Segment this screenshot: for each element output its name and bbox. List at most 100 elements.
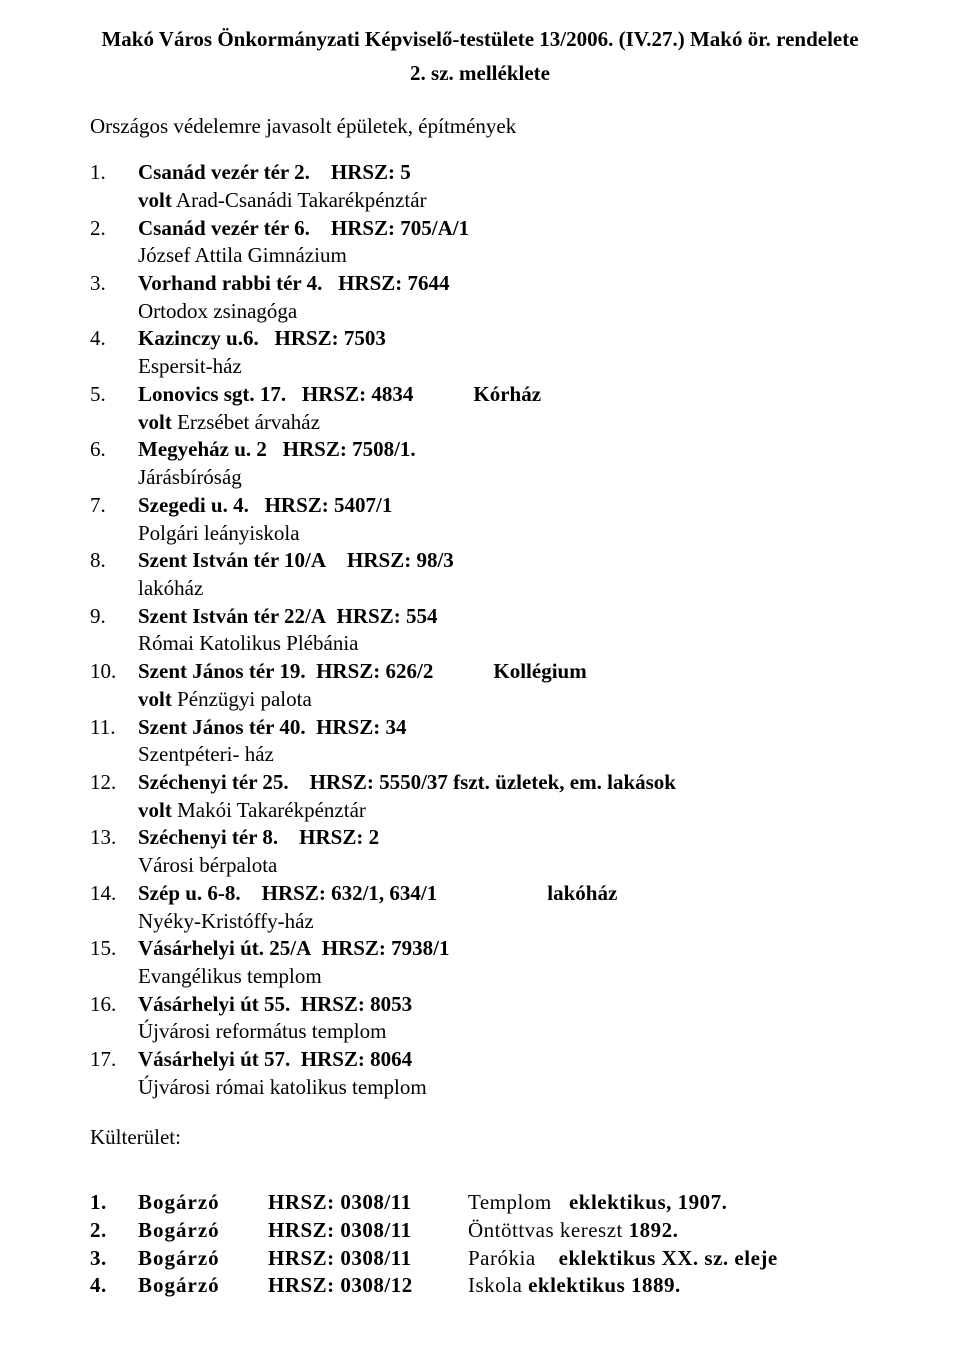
list-item-desc-text: Újvárosi római katolikus templom	[138, 1075, 427, 1099]
list-item: 7.Szegedi u. 4. HRSZ: 5407/1Polgári leán…	[90, 492, 870, 547]
kult-desc: Öntöttvas kereszt 1892.	[468, 1217, 870, 1245]
list-item-number: 12.	[90, 769, 138, 797]
kult-desc: Iskola eklektikus 1889.	[468, 1272, 870, 1300]
list-item: 15.Vásárhelyi út. 25/A HRSZ: 7938/1Evang…	[90, 935, 870, 990]
list-item-desc-text: Újvárosi református templom	[138, 1019, 386, 1043]
list-item-number: 2.	[90, 215, 138, 243]
list-item-description: Evangélikus templom	[90, 963, 870, 991]
kult-desc-plain: Öntöttvas kereszt	[468, 1218, 629, 1242]
kult-desc-plain: Iskola	[468, 1273, 528, 1297]
list-item: 17.Vásárhelyi út 57. HRSZ: 8064Újvárosi …	[90, 1046, 870, 1101]
list-item-number: 15.	[90, 935, 138, 963]
kult-desc-bold: eklektikus 1889.	[528, 1273, 681, 1297]
list-item-desc-prefix: volt	[138, 687, 172, 711]
list-item: 8.Szent István tér 10/A HRSZ: 98/3lakóhá…	[90, 547, 870, 602]
list-item-description: József Attila Gimnázium	[90, 242, 870, 270]
list-item-number: 17.	[90, 1046, 138, 1074]
list-item-heading: Széchenyi tér 25. HRSZ: 5550/37 fszt. üz…	[138, 769, 676, 797]
list-item-number: 5.	[90, 381, 138, 409]
list-item: 2.Csanád vezér tér 6. HRSZ: 705/A/1Józse…	[90, 215, 870, 270]
list-item-description: lakóház	[90, 575, 870, 603]
list-item-description: Szentpéteri- ház	[90, 741, 870, 769]
list-item-heading-extra: lakóház	[547, 880, 617, 908]
list-item-desc-text: József Attila Gimnázium	[138, 243, 347, 267]
list-item: 10.Szent János tér 19. HRSZ: 626/2 Kollég…	[90, 658, 870, 713]
list-item-desc-text: Erzsébet árvaház	[172, 410, 320, 434]
list-item-description: volt Erzsébet árvaház	[90, 409, 870, 437]
kulterulet-list: 1.BogárzóHRSZ: 0308/11Templom eklektikus…	[90, 1189, 870, 1300]
kult-name: Bogárzó	[138, 1189, 268, 1217]
list-item-heading: Szent János tér 19. HRSZ: 626/2	[138, 658, 433, 686]
list-item-description: Nyéky-Kristóffy-ház	[90, 908, 870, 936]
list-item-description: volt Pénzügyi palota	[90, 686, 870, 714]
list-item-number: 16.	[90, 991, 138, 1019]
list-item-number: 9.	[90, 603, 138, 631]
list-item-description: volt Arad-Csanádi Takarékpénztár	[90, 187, 870, 215]
list-item: 11.Szent János tér 40. HRSZ: 34Szentpéte…	[90, 714, 870, 769]
kult-hrsz: HRSZ: 0308/12	[268, 1272, 468, 1300]
list-item-heading: Szent János tér 40. HRSZ: 34	[138, 714, 407, 742]
list-item-desc-text: Arad-Csanádi Takarékpénztár	[172, 188, 427, 212]
list-item-description: Ortodox zsinagóga	[90, 298, 870, 326]
list-item-desc-text: Ortodox zsinagóga	[138, 299, 297, 323]
list-item-number: 11.	[90, 714, 138, 742]
list-item-desc-prefix: volt	[138, 188, 172, 212]
document-subtitle: 2. sz. melléklete	[90, 60, 870, 88]
list-item: 1.Csanád vezér tér 2. HRSZ: 5volt Arad-C…	[90, 159, 870, 214]
kult-desc-plain: Parókia	[468, 1246, 559, 1270]
kult-number: 2.	[90, 1217, 138, 1245]
list-item-description: Polgári leányiskola	[90, 520, 870, 548]
list-item-heading: Megyeház u. 2 HRSZ: 7508/1.	[138, 436, 416, 464]
kult-desc-bold: eklektikus, 1907.	[569, 1190, 727, 1214]
list-item-desc-text: Pénzügyi palota	[172, 687, 312, 711]
list-item: 12.Széchenyi tér 25. HRSZ: 5550/37 fszt.…	[90, 769, 870, 824]
intro-text: Országos védelemre javasolt épületek, ép…	[90, 113, 870, 141]
kult-hrsz: HRSZ: 0308/11	[268, 1217, 468, 1245]
document-title: Makó Város Önkormányzati Képviselő-testü…	[90, 26, 870, 54]
list-item-description: Újvárosi református templom	[90, 1018, 870, 1046]
list-item-number: 6.	[90, 436, 138, 464]
list-item-description: Római Katolikus Plébánia	[90, 630, 870, 658]
list-item: 5.Lonovics sgt. 17. HRSZ: 4834Kórházvolt…	[90, 381, 870, 436]
list-item-desc-prefix: volt	[138, 410, 172, 434]
list-item-heading: Csanád vezér tér 6. HRSZ: 705/A/1	[138, 215, 469, 243]
list-item-number: 1.	[90, 159, 138, 187]
list-item-heading: Szegedi u. 4. HRSZ: 5407/1	[138, 492, 392, 520]
list-item-desc-text: Városi bérpalota	[138, 853, 277, 877]
kult-hrsz: HRSZ: 0308/11	[268, 1189, 468, 1217]
list-item-heading: Vásárhelyi út 57. HRSZ: 8064	[138, 1046, 412, 1074]
list-item-heading: Vorhand rabbi tér 4. HRSZ: 7644	[138, 270, 450, 298]
kult-desc-bold: eklektikus XX. sz. eleje	[559, 1246, 778, 1270]
list-item-number: 14.	[90, 880, 138, 908]
list-item-number: 3.	[90, 270, 138, 298]
list-item-number: 13.	[90, 824, 138, 852]
list-item-number: 7.	[90, 492, 138, 520]
kult-desc: Templom eklektikus, 1907.	[468, 1189, 870, 1217]
kult-desc-plain: Templom	[468, 1190, 569, 1214]
list-item-desc-text: Polgári leányiskola	[138, 521, 300, 545]
list-item: 6.Megyeház u. 2 HRSZ: 7508/1.Járásbírósá…	[90, 436, 870, 491]
kulterulet-row: 4.BogárzóHRSZ: 0308/12Iskola eklektikus …	[90, 1272, 870, 1300]
list-item-desc-text: Evangélikus templom	[138, 964, 322, 988]
list-item-description: Újvárosi római katolikus templom	[90, 1074, 870, 1102]
list-item-desc-text: Római Katolikus Plébánia	[138, 631, 358, 655]
list-item-heading-extra: Kórház	[473, 381, 541, 409]
kult-number: 1.	[90, 1189, 138, 1217]
list-item-desc-text: Makói Takarékpénztár	[172, 798, 366, 822]
list-item-description: volt Makói Takarékpénztár	[90, 797, 870, 825]
main-list: 1.Csanád vezér tér 2. HRSZ: 5volt Arad-C…	[90, 159, 870, 1101]
list-item-number: 10.	[90, 658, 138, 686]
list-item: 13.Széchenyi tér 8. HRSZ: 2Városi bérpal…	[90, 824, 870, 879]
kult-desc-bold: 1892.	[629, 1218, 679, 1242]
list-item-heading-extra: Kollégium	[493, 658, 586, 686]
kult-desc: Parókia eklektikus XX. sz. eleje	[468, 1245, 870, 1273]
list-item-desc-text: lakóház	[138, 576, 203, 600]
list-item: 3.Vorhand rabbi tér 4. HRSZ: 7644Ortodox…	[90, 270, 870, 325]
list-item-description: Espersit-ház	[90, 353, 870, 381]
list-item-heading: Csanád vezér tér 2. HRSZ: 5	[138, 159, 411, 187]
kulterulet-row: 1.BogárzóHRSZ: 0308/11Templom eklektikus…	[90, 1189, 870, 1217]
list-item-number: 4.	[90, 325, 138, 353]
list-item-heading: Kazinczy u.6. HRSZ: 7503	[138, 325, 386, 353]
list-item-heading: Széchenyi tér 8. HRSZ: 2	[138, 824, 379, 852]
list-item-number: 8.	[90, 547, 138, 575]
